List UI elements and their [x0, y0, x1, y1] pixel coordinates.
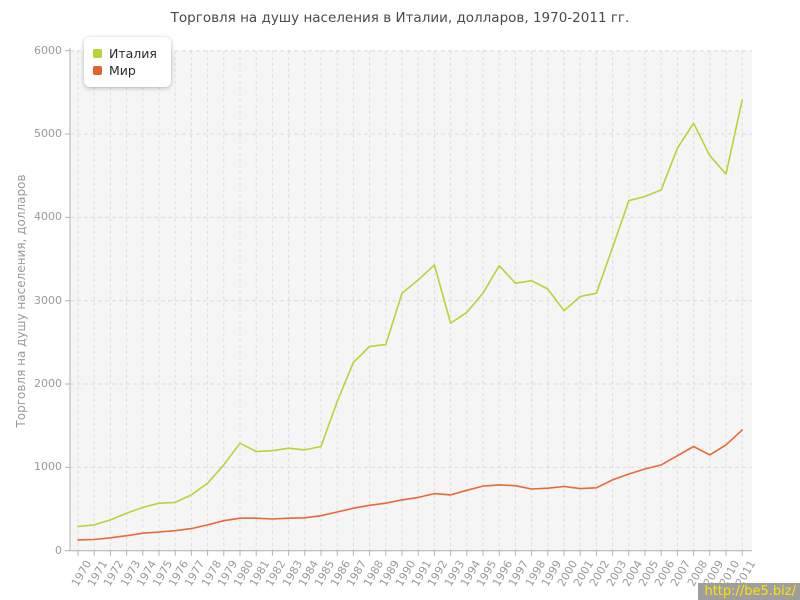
y-tick-label: 0	[55, 543, 62, 557]
legend-item-world[interactable]: Мир	[93, 63, 157, 78]
legend-swatch-italy	[93, 49, 102, 58]
legend-swatch-world	[93, 66, 102, 75]
y-tick-label: 4000	[34, 210, 62, 224]
y-tick-label: 6000	[34, 43, 62, 57]
y-tick-label: 1000	[34, 460, 62, 474]
series-line-world	[77, 429, 744, 541]
legend-box: Италия Мир	[84, 37, 171, 87]
legend-label-italy: Италия	[109, 46, 157, 61]
watermark-link[interactable]: http://be5.biz/	[698, 583, 800, 600]
plot-area	[70, 50, 752, 551]
series-line-italy	[77, 99, 744, 528]
legend-label-world: Мир	[109, 63, 136, 78]
legend-item-italy[interactable]: Италия	[93, 46, 157, 61]
chart-title: Торговля на душу населения в Италии, дол…	[170, 10, 630, 26]
y-tick-label: 3000	[34, 293, 62, 307]
y-tick-label: 2000	[34, 377, 62, 391]
y-tick-label: 5000	[34, 127, 62, 141]
